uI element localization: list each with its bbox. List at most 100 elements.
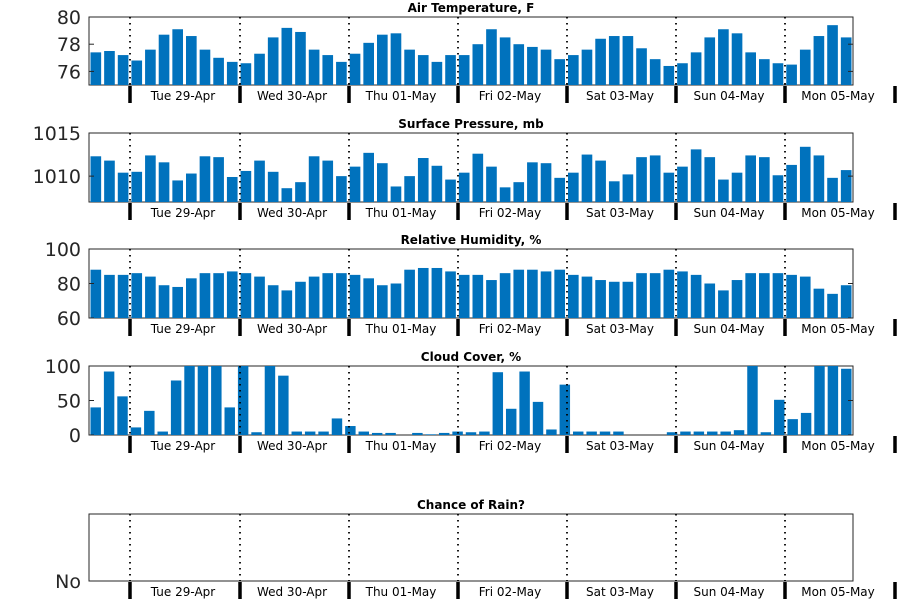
axes-box [88,513,854,582]
bar [390,283,402,318]
bar [254,276,265,318]
bar [581,154,593,202]
bar [308,49,320,85]
bar [693,431,705,435]
bar [172,286,183,318]
bar [540,271,552,318]
bar [704,37,716,85]
x-tick-label: Thu 01-May [365,439,437,453]
bar [663,65,675,85]
bar [213,273,224,318]
bar [377,285,388,318]
bar [718,179,729,202]
x-tick-label: Sun 04-May [693,585,764,599]
bar [595,38,606,85]
bar [573,431,584,435]
bar [827,177,838,202]
bar [117,396,128,435]
bar [158,285,170,318]
bar [281,27,293,86]
x-tick-label: Sun 04-May [693,89,764,103]
x-tick-label: Sat 03-May [586,322,654,336]
bar [599,431,611,435]
bar [759,273,770,318]
bar-series [90,146,852,202]
bar [568,55,579,85]
bar [499,273,511,318]
bar [90,156,102,202]
x-tick-label: Wed 30-Apr [257,89,327,103]
bar [622,174,634,202]
bar [240,170,252,202]
bar [349,274,361,318]
bar [322,273,334,318]
bar [264,366,276,435]
bar [417,267,429,318]
bar [431,61,443,85]
bar [295,281,306,318]
bar [145,155,156,202]
bar [404,176,415,202]
chart-panel-3: Cloud Cover, % 0 50 100 Tue 29-Apr Wed 30-Apr… [45,350,897,453]
bar [363,278,374,318]
x-tick-label: Fri 02-May [479,322,542,336]
bar [772,273,784,318]
bar [827,293,838,318]
x-tick-label: Mon 05-May [801,322,875,336]
bar [377,163,388,202]
bar [240,63,252,85]
x-tick-label: Fri 02-May [479,439,542,453]
bar [213,157,224,202]
x-tick-label: Mon 05-May [801,585,875,599]
bar [559,384,571,435]
x-tick-label: Tue 29-Apr [150,322,215,336]
bar [425,434,437,435]
bar [608,36,620,85]
bar [170,380,182,435]
bar [336,61,347,85]
bar [104,51,115,85]
y-tick-label: 60 [57,308,81,330]
x-tick-label: Tue 29-Apr [150,585,215,599]
bar [318,431,329,435]
bar [131,273,143,318]
bar [486,29,497,86]
bar [499,37,511,85]
bar [718,290,729,318]
y-tick-label: 0 [69,425,81,447]
bar [595,160,606,202]
bar [438,432,450,435]
x-tick-label: Fri 02-May [479,89,542,103]
bar [677,271,688,318]
bar-series [90,25,852,86]
chart-panel-2: Relative Humidity, % 60 80 100 Tue 29-Apr Wed… [45,233,897,336]
bar [840,37,852,85]
bar [608,181,620,202]
bar [666,432,678,435]
bar [131,60,143,85]
bar [445,55,456,85]
bar [786,64,797,85]
bar [417,158,429,202]
bar [336,176,347,202]
x-tick-label: Sat 03-May [586,585,654,599]
bar [377,34,388,85]
bar [445,179,456,202]
bar [663,172,675,202]
bar [499,187,511,202]
bar [704,283,716,318]
x-tick-label: Wed 30-Apr [257,439,327,453]
bar [157,431,168,435]
bar [814,366,825,435]
bar [385,432,396,435]
bar [240,273,252,318]
x-tick-label: Sat 03-May [586,439,654,453]
bar [677,166,688,202]
bar [677,63,688,85]
bar [322,160,334,202]
bar [636,273,647,318]
bar [145,49,156,85]
bar [581,276,593,318]
bar [224,407,235,435]
